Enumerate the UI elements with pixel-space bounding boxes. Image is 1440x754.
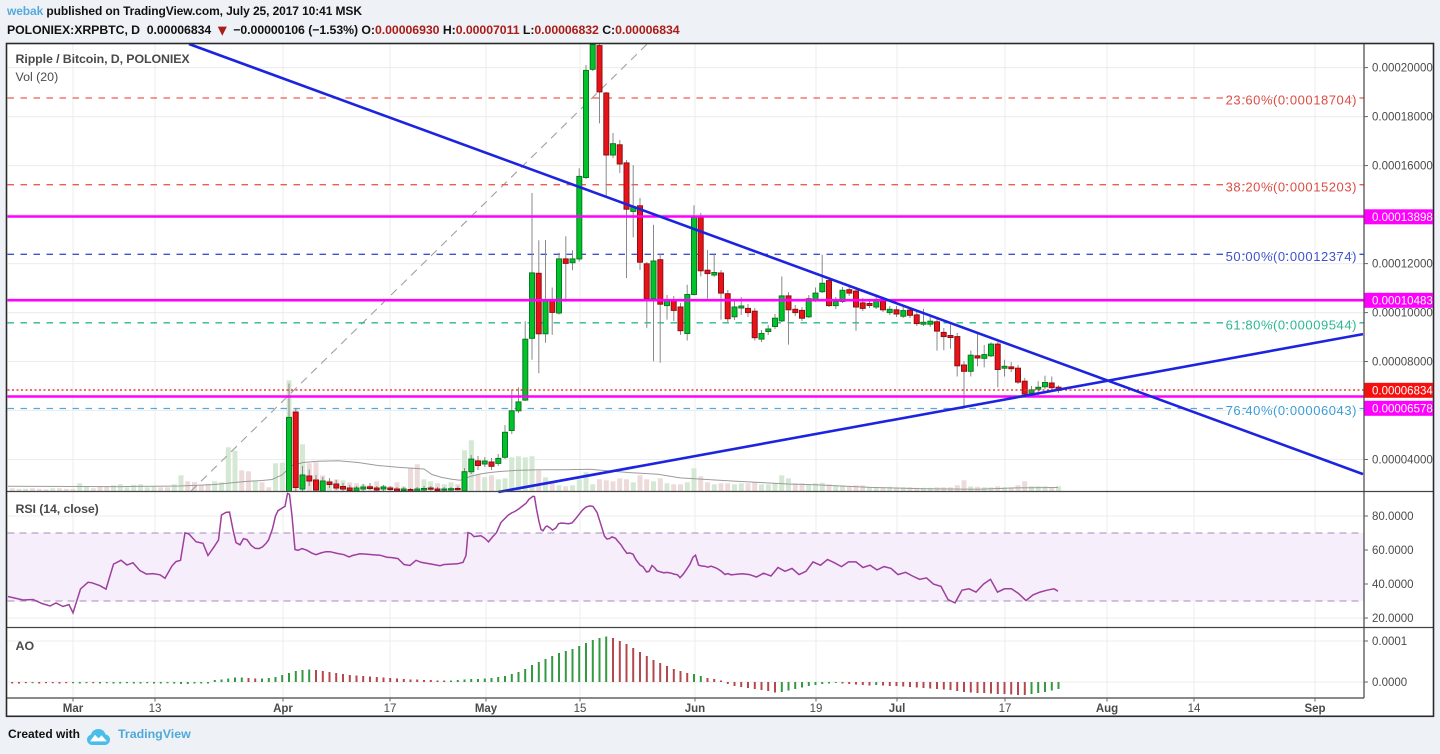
svg-text:0.00018000: 0.00018000: [1372, 112, 1433, 124]
svg-text:80.0000: 80.0000: [1372, 511, 1414, 523]
svg-text:Ripple / Bitcoin, D, POLONIEX: Ripple / Bitcoin, D, POLONIEX: [16, 52, 191, 66]
svg-text:Apr: Apr: [273, 703, 293, 715]
svg-text:Aug: Aug: [1096, 703, 1118, 715]
svg-text:20.0000: 20.0000: [1372, 613, 1414, 625]
svg-text:0.00008000: 0.00008000: [1372, 357, 1433, 369]
svg-text:Mar: Mar: [63, 703, 84, 715]
svg-text:15: 15: [574, 703, 587, 715]
svg-text:0.00006834: 0.00006834: [1372, 385, 1433, 397]
svg-text:May: May: [475, 703, 498, 715]
svg-text:0.00010483: 0.00010483: [1372, 295, 1433, 307]
svg-text:60.0000: 60.0000: [1372, 545, 1414, 557]
svg-text:0.00004000: 0.00004000: [1372, 455, 1433, 467]
svg-text:0.0001: 0.0001: [1372, 636, 1407, 648]
svg-text:19: 19: [810, 703, 823, 715]
svg-text:76.40%(0.00006043): 76.40%(0.00006043): [1226, 403, 1357, 418]
svg-text:40.0000: 40.0000: [1372, 579, 1414, 591]
svg-text:RSI (14, close): RSI (14, close): [16, 502, 99, 516]
svg-text:38.20%(0.00015203): 38.20%(0.00015203): [1226, 179, 1357, 194]
svg-text:61.80%(0.00009544): 61.80%(0.00009544): [1226, 317, 1357, 332]
svg-text:Sep: Sep: [1304, 703, 1325, 715]
svg-text:AO: AO: [16, 639, 35, 653]
svg-text:50.00%(0.00012374): 50.00%(0.00012374): [1226, 249, 1357, 264]
svg-text:0.00016000: 0.00016000: [1372, 161, 1433, 173]
svg-text:13: 13: [149, 703, 162, 715]
svg-text:Jun: Jun: [685, 703, 705, 715]
svg-text:0.0000: 0.0000: [1372, 677, 1407, 689]
svg-text:0.00006578: 0.00006578: [1372, 403, 1433, 415]
svg-text:17: 17: [384, 703, 397, 715]
svg-text:17: 17: [999, 703, 1012, 715]
svg-text:Vol (20): Vol (20): [16, 70, 59, 84]
svg-text:0.00020000: 0.00020000: [1372, 63, 1433, 75]
svg-text:0.00013898: 0.00013898: [1372, 212, 1433, 224]
svg-text:23.60%(0.00018704): 23.60%(0.00018704): [1226, 93, 1357, 108]
svg-text:14: 14: [1188, 703, 1201, 715]
svg-text:0.00010000: 0.00010000: [1372, 308, 1433, 320]
svg-text:Jul: Jul: [889, 703, 906, 715]
svg-text:0.00012000: 0.00012000: [1372, 259, 1433, 271]
